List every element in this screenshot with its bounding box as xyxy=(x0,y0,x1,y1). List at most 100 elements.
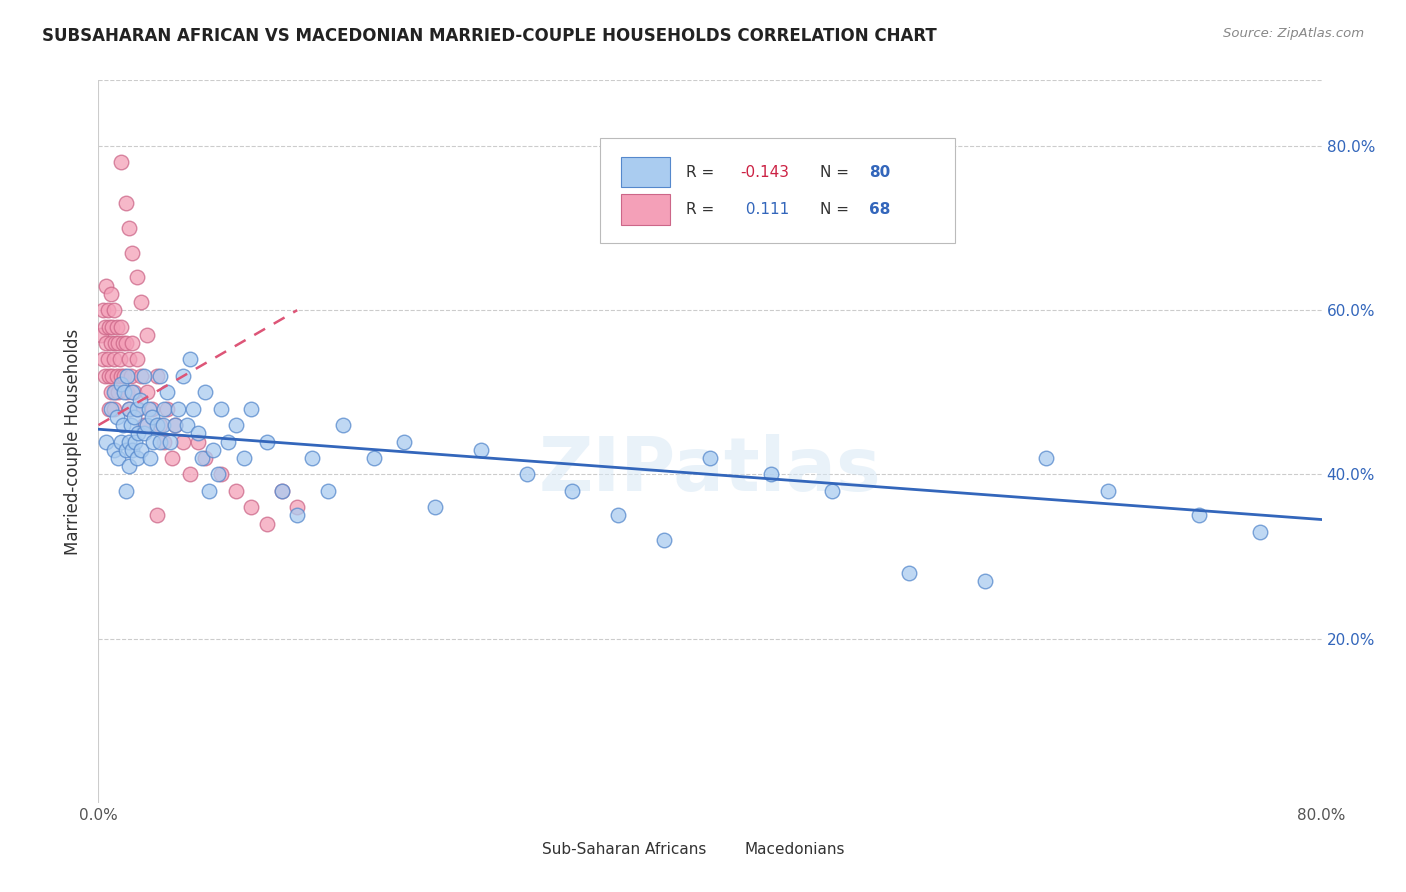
Point xyxy=(91,352,114,367)
Point xyxy=(93,368,115,383)
Point xyxy=(121,336,143,351)
FancyBboxPatch shape xyxy=(620,194,669,225)
Text: Macedonians: Macedonians xyxy=(744,842,845,857)
Point xyxy=(149,418,172,433)
Point xyxy=(1188,508,1211,523)
Point xyxy=(103,352,125,367)
Point xyxy=(110,368,132,383)
Point xyxy=(138,401,160,416)
Point xyxy=(607,508,630,523)
Point xyxy=(134,368,156,383)
Point xyxy=(470,442,492,457)
Point xyxy=(105,319,128,334)
Point xyxy=(821,483,844,498)
Point xyxy=(97,303,120,318)
Point xyxy=(163,418,186,433)
Point xyxy=(136,327,159,342)
Point xyxy=(197,483,219,498)
Point xyxy=(301,450,323,465)
Point xyxy=(125,401,148,416)
Point xyxy=(217,434,239,449)
Point xyxy=(139,450,162,465)
Point xyxy=(115,336,138,351)
Point xyxy=(103,303,125,318)
Point xyxy=(100,401,122,416)
Point xyxy=(152,418,174,433)
Point xyxy=(105,368,128,383)
Text: ZIPatlas: ZIPatlas xyxy=(538,434,882,507)
Point xyxy=(516,467,538,482)
Point xyxy=(134,418,156,433)
Point xyxy=(111,418,134,433)
Point xyxy=(112,385,135,400)
Point xyxy=(115,196,138,211)
Point xyxy=(141,409,163,424)
Point xyxy=(118,352,141,367)
Point xyxy=(187,434,209,449)
Point xyxy=(101,319,124,334)
Point xyxy=(179,352,201,367)
Point xyxy=(112,368,135,383)
Point xyxy=(120,418,142,433)
Point xyxy=(97,352,120,367)
Point xyxy=(98,319,121,334)
Text: Source: ZipAtlas.com: Source: ZipAtlas.com xyxy=(1223,27,1364,40)
Point xyxy=(115,442,138,457)
Point xyxy=(118,401,141,416)
Point xyxy=(209,467,232,482)
Point xyxy=(194,385,217,400)
Point xyxy=(187,426,209,441)
Point xyxy=(136,418,159,433)
Point xyxy=(897,566,920,580)
Point xyxy=(142,434,165,449)
Point xyxy=(332,418,354,433)
FancyBboxPatch shape xyxy=(697,835,734,864)
Point xyxy=(129,442,152,457)
Point xyxy=(759,467,782,482)
Point xyxy=(127,401,149,416)
Point xyxy=(121,245,143,260)
Text: Sub-Saharan Africans: Sub-Saharan Africans xyxy=(543,842,707,857)
Point xyxy=(652,533,675,547)
Point xyxy=(1249,524,1271,539)
Point xyxy=(100,385,122,400)
Point xyxy=(225,418,247,433)
Point xyxy=(104,385,127,400)
Point xyxy=(240,500,263,515)
Point xyxy=(209,401,232,416)
Point xyxy=(225,483,247,498)
Point xyxy=(232,450,254,465)
Point xyxy=(94,336,117,351)
Point xyxy=(124,434,146,449)
Point xyxy=(103,442,125,457)
Point xyxy=(93,319,115,334)
Point xyxy=(136,385,159,400)
Point xyxy=(121,442,143,457)
Point xyxy=(128,393,150,408)
Point xyxy=(176,418,198,433)
Point xyxy=(115,483,138,498)
Point xyxy=(285,508,308,523)
Point xyxy=(121,385,143,400)
Text: R =: R = xyxy=(686,164,718,179)
Point xyxy=(145,368,167,383)
Point xyxy=(974,574,997,588)
Point xyxy=(159,434,181,449)
Point xyxy=(1035,450,1057,465)
Point xyxy=(202,442,225,457)
Point xyxy=(270,483,292,498)
Text: SUBSAHARAN AFRICAN VS MACEDONIAN MARRIED-COUPLE HOUSEHOLDS CORRELATION CHART: SUBSAHARAN AFRICAN VS MACEDONIAN MARRIED… xyxy=(42,27,936,45)
Point xyxy=(179,467,201,482)
Point xyxy=(118,221,141,235)
Point xyxy=(156,401,179,416)
Point xyxy=(100,286,122,301)
Point xyxy=(160,450,183,465)
Point xyxy=(110,434,132,449)
Point xyxy=(101,368,124,383)
Point xyxy=(392,434,416,449)
Point xyxy=(107,385,129,400)
Point xyxy=(125,352,148,367)
Point xyxy=(127,426,149,441)
Point xyxy=(91,303,114,318)
Point xyxy=(172,434,194,449)
